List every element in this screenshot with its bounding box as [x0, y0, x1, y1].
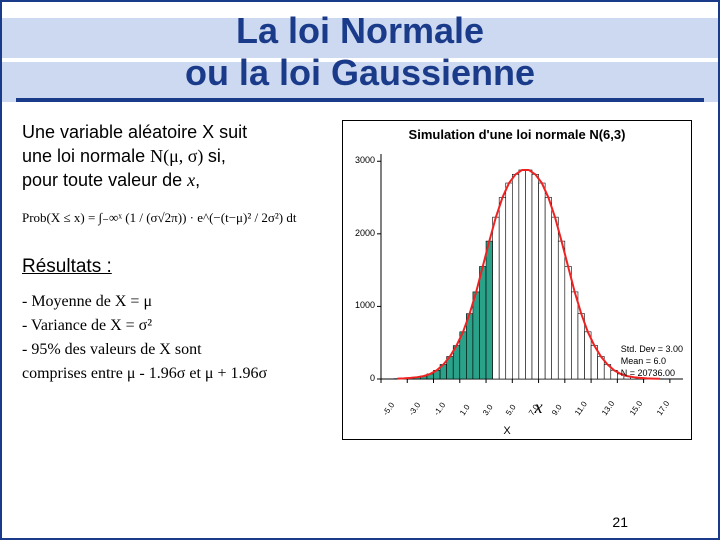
- chart-stats: Std. Dev = 3.00 Mean = 6.0 N = 20736.00: [621, 343, 683, 379]
- slide-number: 21: [612, 514, 628, 530]
- result-mean: - Moyenne de X = μ: [22, 290, 342, 314]
- stat-sd: Std. Dev = 3.00: [621, 343, 683, 355]
- intro-l3b: x: [187, 170, 195, 190]
- title-underline: [16, 98, 704, 102]
- normal-chart: Simulation d'une loi normale N(6,3) 0100…: [342, 120, 692, 440]
- results-heading: Résultats :: [22, 256, 342, 278]
- result-variance: - Variance de X = σ²: [22, 314, 342, 338]
- intro-l2b: N(μ, σ): [150, 146, 208, 166]
- left-column: Une variable aléatoire X suit une loi no…: [22, 120, 342, 508]
- result-95b: comprises entre μ - 1.96σ et μ + 1.96σ: [22, 362, 342, 386]
- slide-title: La loi Normale ou la loi Gaussienne: [2, 10, 718, 102]
- probability-formula: Prob(X ≤ x) = ∫₋∞ˣ (1 / (σ√2π)) · e^(−(t…: [22, 210, 342, 226]
- intro-l3c: ,: [195, 170, 200, 190]
- x-axis-title: X: [343, 425, 671, 437]
- x-axis-labels: -5.0-3.0-1.01.03.05.07.09.011.013.015.01…: [381, 412, 671, 421]
- x-annotation: x: [535, 397, 543, 418]
- right-column: Simulation d'une loi normale N(6,3) 0100…: [342, 120, 698, 508]
- content-area: Une variable aléatoire X suit une loi no…: [22, 120, 698, 508]
- intro-l2c: si,: [208, 146, 226, 166]
- stat-n: N = 20736.00: [621, 367, 683, 379]
- chart-title: Simulation d'une loi normale N(6,3): [343, 127, 691, 142]
- intro-l3a: pour toute valeur de: [22, 170, 187, 190]
- intro-text: Une variable aléatoire X suit une loi no…: [22, 120, 342, 192]
- intro-l1: Une variable aléatoire X suit: [22, 122, 247, 142]
- intro-l2a: une loi normale: [22, 146, 150, 166]
- result-95a: - 95% des valeurs de X sont: [22, 338, 342, 362]
- stat-mean: Mean = 6.0: [621, 355, 683, 367]
- title-line-2: ou la loi Gaussienne: [2, 52, 718, 94]
- title-line-1: La loi Normale: [2, 10, 718, 52]
